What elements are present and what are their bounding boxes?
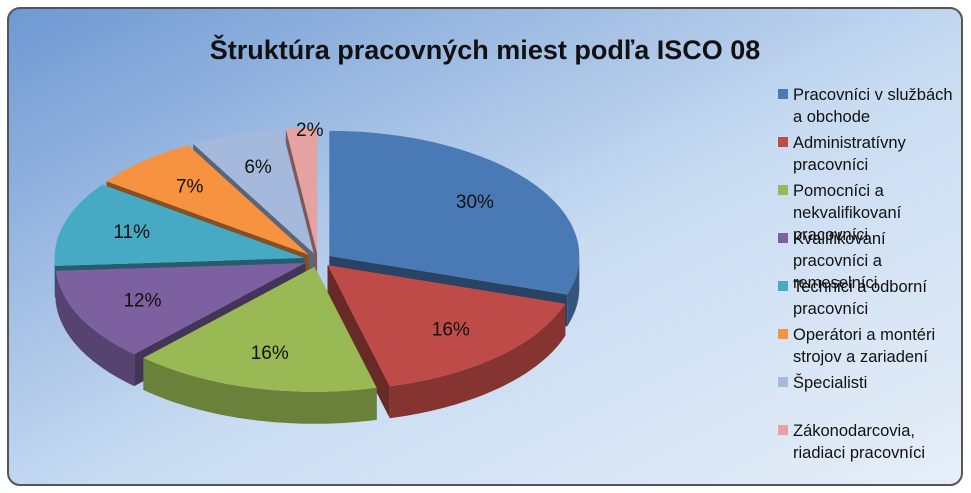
legend-swatch xyxy=(778,329,788,339)
pie-slice xyxy=(143,266,377,392)
pie-side xyxy=(389,303,566,419)
pie-slice xyxy=(106,145,309,255)
data-label: 16% xyxy=(432,320,470,341)
data-label: 12% xyxy=(123,290,161,311)
data-label: 11% xyxy=(113,222,150,243)
data-label: 7% xyxy=(176,176,204,197)
data-label: 30% xyxy=(456,192,494,213)
legend-item: Zákonodarcovia, riadiaci pracovníci xyxy=(778,420,963,464)
legend-item: Kvalifikovaní pracovníci a remeselníci xyxy=(778,228,963,294)
legend-swatch xyxy=(778,185,788,195)
pie-slice xyxy=(327,265,566,387)
legend-label: Kvalifikovaní pracovníci a remeselníci xyxy=(793,230,886,292)
legend-label: Technici a odborní pracovníci xyxy=(793,278,927,318)
legend-item: Pomocníci a nekvalifikovaní pracovníci xyxy=(778,180,963,246)
legend-label: Operátori a montéri strojov a zariadení xyxy=(793,326,936,366)
pie-slice xyxy=(55,263,306,355)
legend-swatch xyxy=(778,425,788,435)
pie-side xyxy=(143,357,377,424)
data-label: 16% xyxy=(251,343,289,364)
pie-side xyxy=(55,270,135,387)
pie-slice xyxy=(54,184,305,266)
pie-slice xyxy=(285,128,318,253)
chart-title: Štruktúra pracovných miest podľa ISCO 08 xyxy=(210,34,761,65)
legend-label: Zákonodarcovia, riadiaci pracovníci xyxy=(793,422,926,462)
legend-item: Administratívny pracovníci xyxy=(778,132,963,176)
legend-label: Pomocníci a nekvalifikovaní pracovníci xyxy=(793,182,902,244)
legend-swatch xyxy=(778,377,788,387)
legend-swatch xyxy=(778,233,788,243)
legend-label: Špecialisti xyxy=(793,374,868,392)
legend-item: Pracovníci v službách a obchode xyxy=(778,84,963,128)
pie-slice xyxy=(329,130,580,295)
legend-label: Pracovníci v službách a obchode xyxy=(793,86,953,126)
pie: 30% 16% 16% 12% 11% 7% 6% 2% xyxy=(54,120,580,424)
legend-swatch xyxy=(778,281,788,291)
legend-item: Technici a odborní pracovníci xyxy=(778,276,963,320)
pie-side xyxy=(567,255,580,327)
legend-item: Operátori a montéri strojov a zariadení xyxy=(778,324,963,368)
pie-side xyxy=(327,265,390,419)
data-label: 2% xyxy=(296,120,324,141)
pie-slice xyxy=(193,129,314,254)
legend-swatch xyxy=(778,89,788,99)
legend-item: Špecialisti xyxy=(778,372,963,394)
legend-label: Administratívny pracovníci xyxy=(793,134,906,174)
data-label: 6% xyxy=(244,157,272,178)
legend-swatch xyxy=(778,137,788,147)
